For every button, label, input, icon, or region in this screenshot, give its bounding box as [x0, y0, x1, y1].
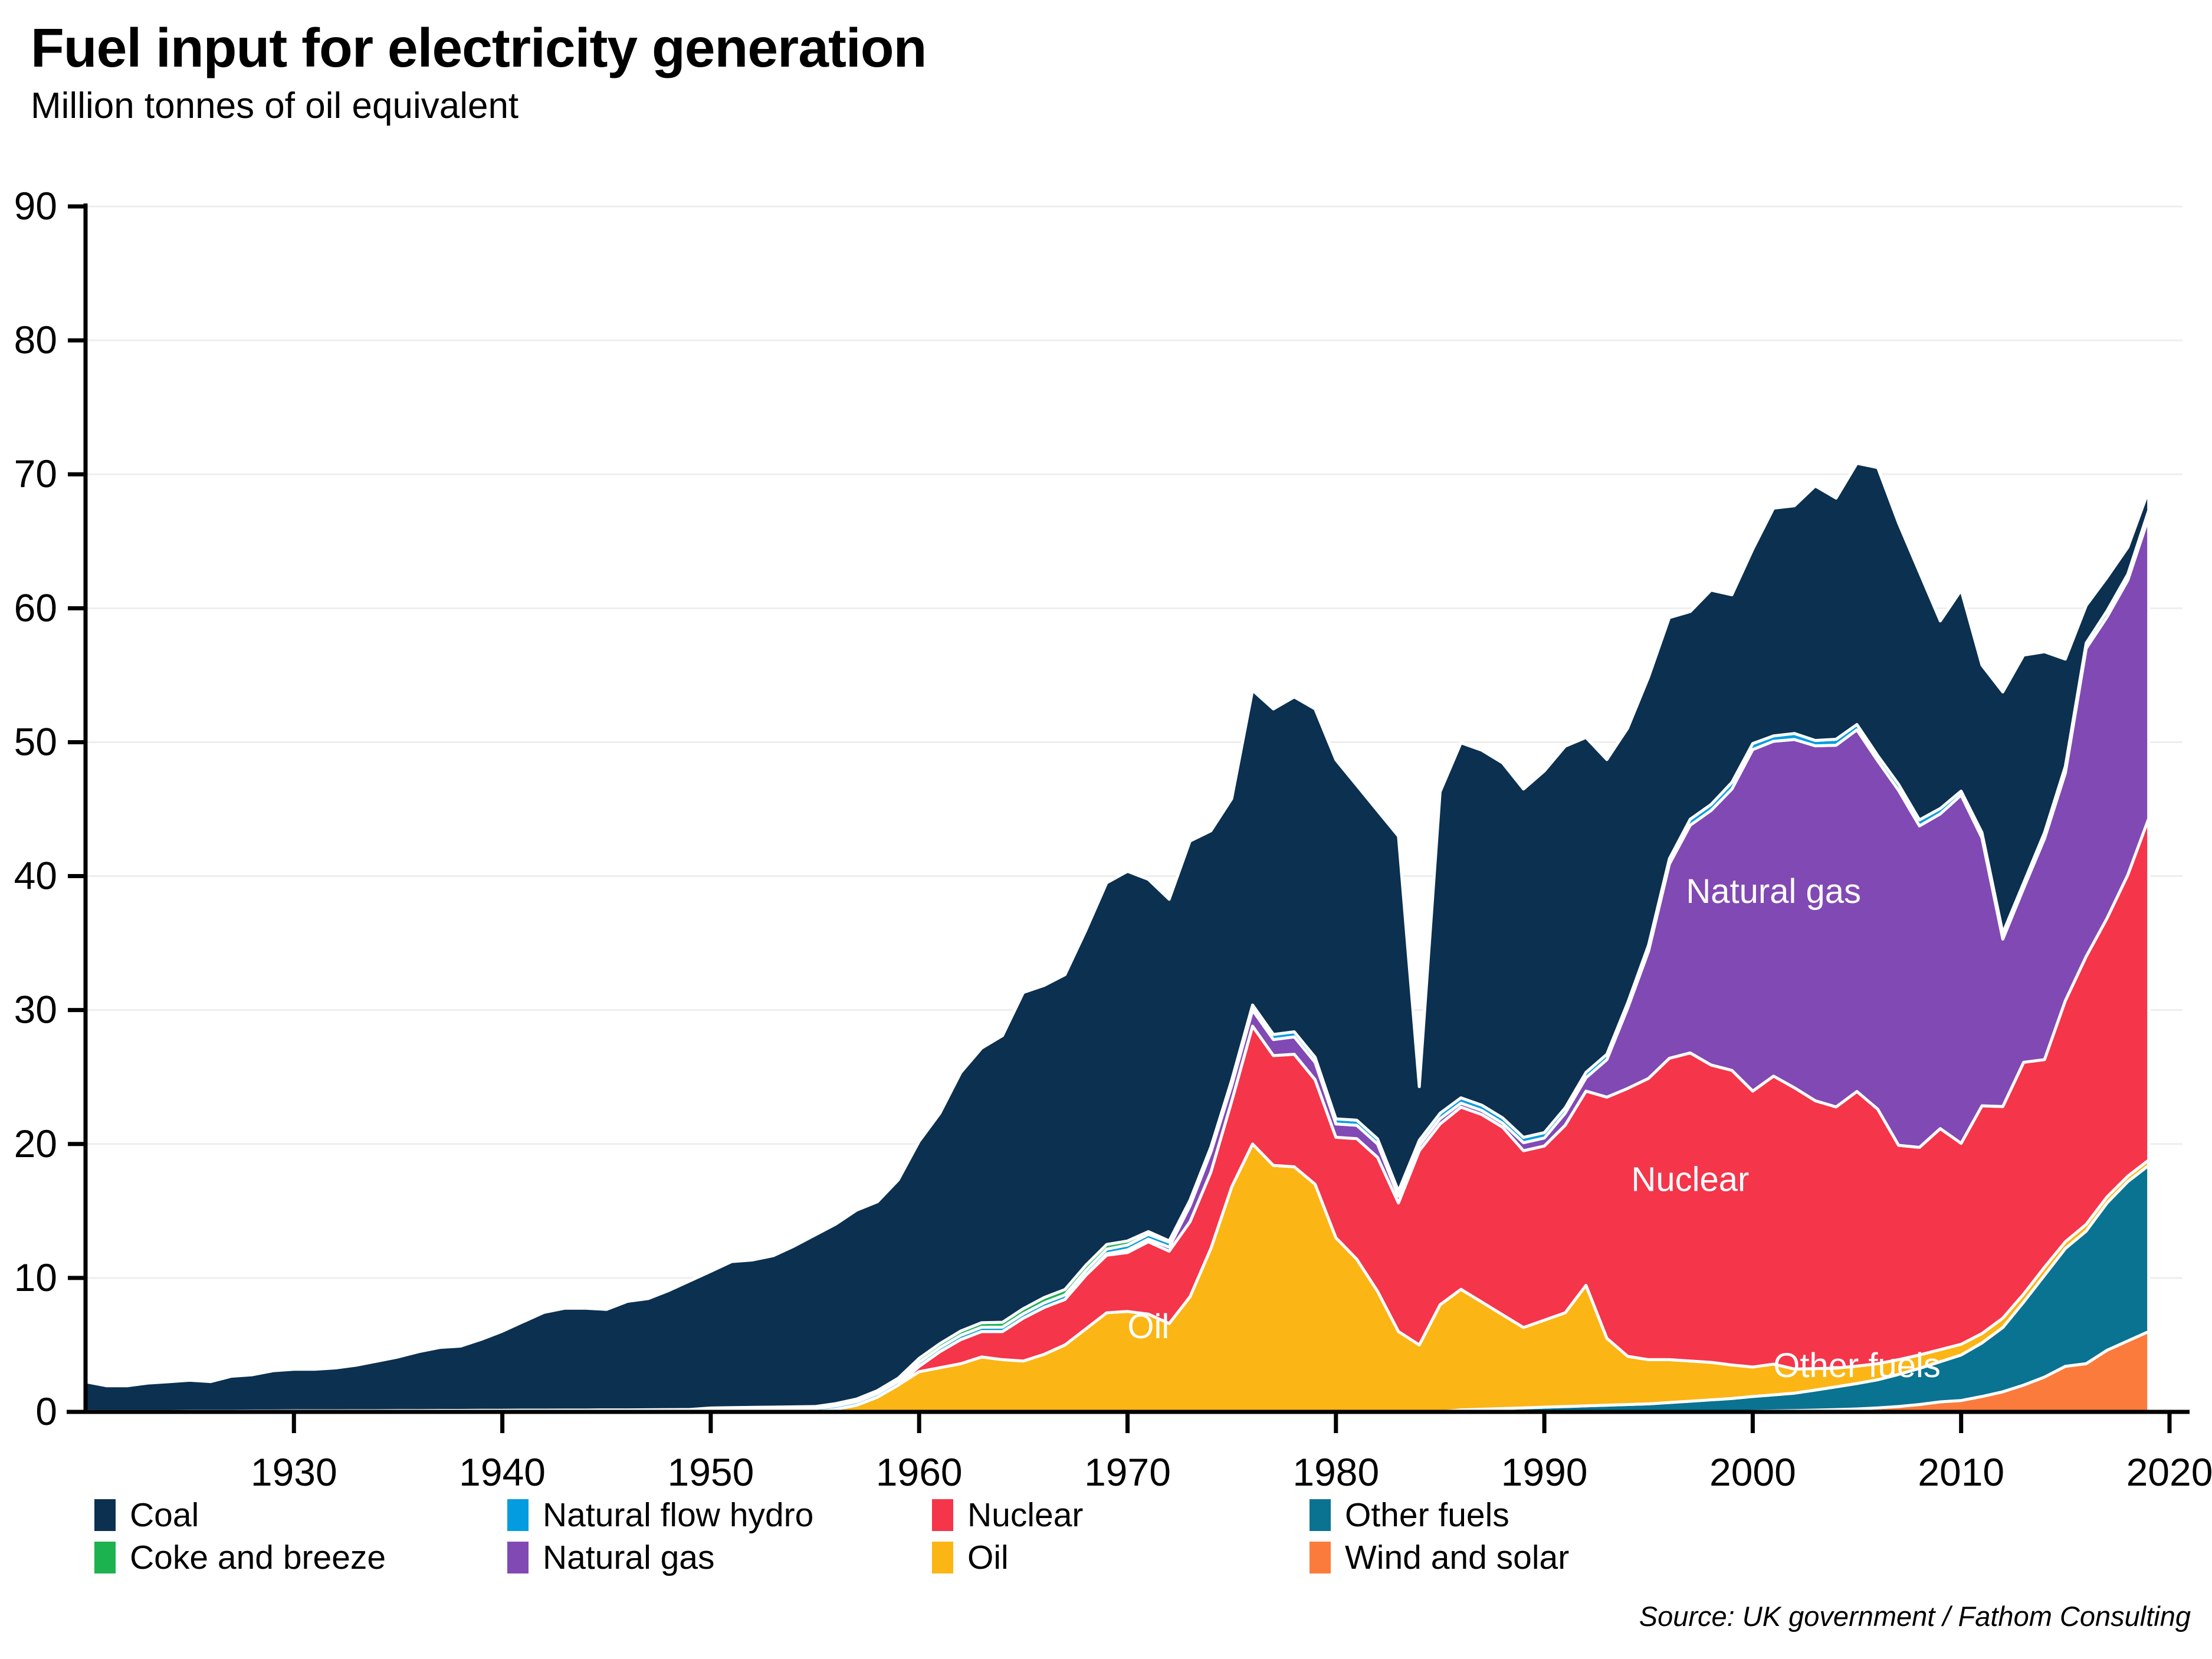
- legend-swatch-other-fuels: [1310, 1499, 1331, 1531]
- x-tick-label: 1970: [1084, 1450, 1171, 1494]
- legend-swatch-coal: [94, 1499, 116, 1531]
- x-tick-label: 1950: [667, 1450, 754, 1494]
- y-tick-label: 20: [14, 1122, 57, 1165]
- legend-item-natural-flow-hydro[interactable]: Natural flow hydro: [507, 1496, 932, 1534]
- x-tick-label: 2000: [1709, 1450, 1796, 1494]
- x-tick-label: 1980: [1292, 1450, 1379, 1494]
- axes-group: [67, 203, 2190, 1433]
- inline-label-nuclear: Nuclear: [1631, 1160, 1749, 1198]
- x-tick-label: 1940: [459, 1450, 546, 1494]
- legend-label-natural-gas: Natural gas: [543, 1538, 715, 1576]
- inline-label-oil: Oil: [1127, 1308, 1169, 1346]
- x-tick-labels: 1930 1940 1950 1960 1970 1980 1990 2000 2010 2020: [251, 1450, 2212, 1494]
- legend-label-oil: Oil: [967, 1538, 1009, 1576]
- chart-legend: Coal Natural flow hydro Nuclear Other fu…: [94, 1494, 2100, 1579]
- y-tick-label: 90: [14, 184, 57, 228]
- legend-swatch-natural-flow-hydro: [507, 1499, 529, 1531]
- legend-item-coke-and-breeze[interactable]: Coke and breeze: [94, 1538, 507, 1576]
- y-tick-label: 0: [35, 1389, 57, 1433]
- source-note: Source: UK government / Fathom Consultin…: [1639, 1601, 2191, 1632]
- y-tick-label: 50: [14, 720, 57, 763]
- y-tick-label: 40: [14, 854, 57, 898]
- legend-label-coke-and-breeze: Coke and breeze: [130, 1538, 386, 1576]
- legend-swatch-natural-gas: [507, 1542, 529, 1573]
- legend-label-coal: Coal: [130, 1496, 199, 1534]
- legend-label-other-fuels: Other fuels: [1345, 1496, 1509, 1534]
- y-tick-label: 80: [14, 318, 57, 362]
- legend-swatch-wind-and-solar: [1310, 1542, 1331, 1573]
- legend-swatch-oil: [932, 1542, 953, 1573]
- y-tick-labels: 0 10 20 30 40 50 60 70 80 90: [14, 184, 57, 1433]
- inline-label-coal: Coal: [1155, 765, 1225, 803]
- legend-item-other-fuels[interactable]: Other fuels: [1310, 1496, 1687, 1534]
- legend-item-coal[interactable]: Coal: [94, 1496, 507, 1534]
- y-tick-label: 60: [14, 586, 57, 629]
- legend-item-oil[interactable]: Oil: [932, 1538, 1310, 1576]
- legend-swatch-nuclear: [932, 1499, 953, 1531]
- inline-annotations: Coal Natural gas Nuclear Oil Other fuels: [1127, 765, 1941, 1385]
- x-tick-label: 1990: [1501, 1450, 1588, 1494]
- y-tick-label: 30: [14, 988, 57, 1031]
- y-tick-label: 10: [14, 1256, 57, 1299]
- inline-label-other-fuels: Other fuels: [1773, 1346, 1941, 1385]
- legend-item-nuclear[interactable]: Nuclear: [932, 1496, 1310, 1534]
- x-tick-label: 2020: [2126, 1450, 2212, 1494]
- legend-label-nuclear: Nuclear: [967, 1496, 1084, 1534]
- legend-swatch-coke-and-breeze: [94, 1542, 116, 1573]
- page-title: Fuel input for electricity generation: [31, 17, 927, 78]
- area-series-group: [84, 462, 2151, 1414]
- x-tick-label: 1960: [876, 1450, 963, 1494]
- area-series-coal: [84, 462, 2151, 1413]
- legend-item-natural-gas[interactable]: Natural gas: [507, 1538, 932, 1576]
- chart-subtitle: Million tonnes of oil equivalent: [31, 85, 519, 126]
- inline-label-natural-gas: Natural gas: [1686, 872, 1861, 911]
- x-tick-label: 1930: [251, 1450, 337, 1494]
- chart-header: Fuel input for electricity generation Mi…: [31, 20, 1800, 125]
- x-tick-label: 2010: [1918, 1450, 2004, 1494]
- legend-label-natural-flow-hydro: Natural flow hydro: [543, 1496, 814, 1534]
- legend-item-wind-and-solar[interactable]: Wind and solar: [1310, 1538, 1687, 1576]
- y-tick-label: 70: [14, 452, 57, 495]
- legend-label-wind-and-solar: Wind and solar: [1345, 1538, 1570, 1576]
